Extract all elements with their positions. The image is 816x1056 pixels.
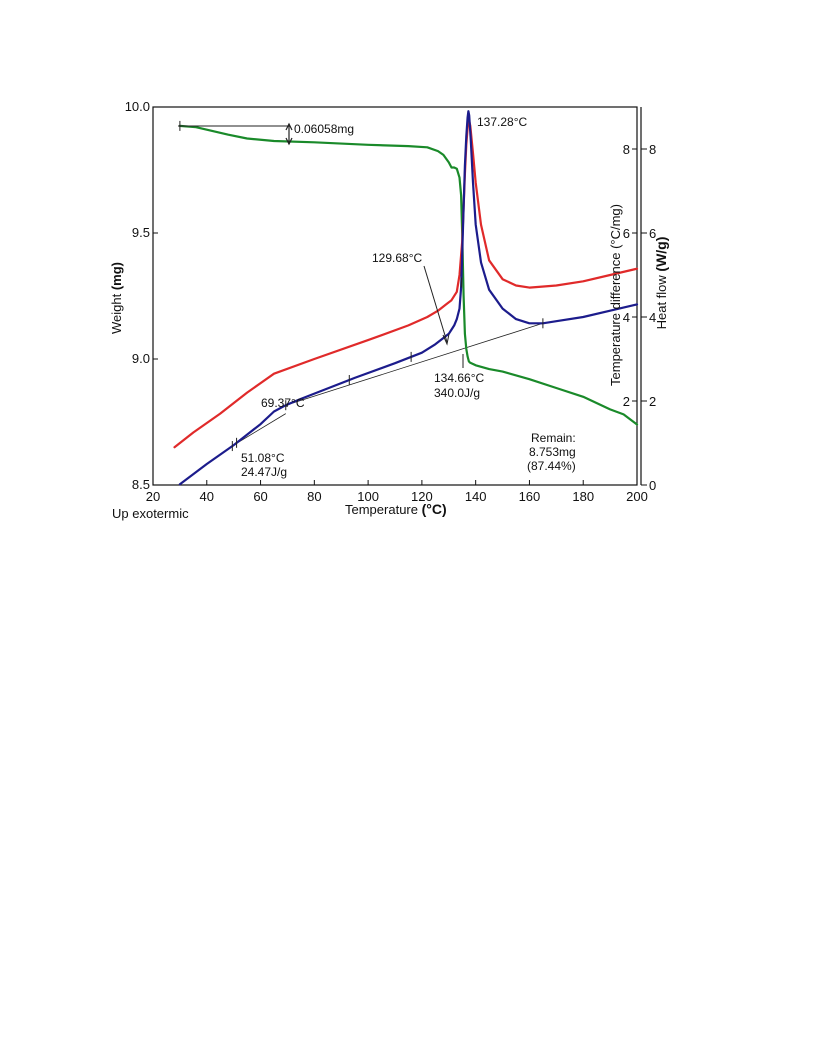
x-axis-label: Temperature (°C): [345, 501, 447, 517]
transition2-temp-label: 51.08°C: [241, 451, 285, 465]
y-right-outer-axis-unit: (W/g): [653, 237, 669, 272]
mass-loss-arrow-icon: [285, 122, 293, 146]
weight-curve: [178, 124, 639, 426]
y-right-outer-tick-label: 0: [649, 478, 656, 493]
y-right-inner-tick-label: 2: [623, 394, 630, 409]
y-left-tick-label: 10.0: [125, 99, 150, 114]
peak2-temp-label: 134.66°C: [434, 371, 485, 385]
transition2-enthalpy-label: 24.47J/g: [241, 465, 287, 479]
y-right-outer-axis-label: Heat flow (W/g): [653, 237, 669, 330]
y-right-outer-tick-label: 2: [649, 394, 656, 409]
x-tick-label: 140: [465, 489, 487, 504]
heat-flow-curve: [178, 110, 639, 486]
y-left-tick-label: 9.5: [132, 225, 150, 240]
y-left-axis-label: Weight (mg): [109, 262, 124, 334]
x-tick-label: 60: [253, 489, 267, 504]
y-left-tick-label: 8.5: [132, 477, 150, 492]
y-right-outer-tick-label: 8: [649, 142, 656, 157]
y-left-axis-unit: (mg): [109, 262, 124, 290]
y-right-inner-tick-label: 4: [623, 310, 630, 325]
x-tick-label: 200: [626, 489, 648, 504]
transition1-temp-label: 69.37°C: [261, 396, 305, 410]
y-right-outer-tick-label: 4: [649, 310, 656, 325]
remain-percent-label: (87.44%): [527, 459, 576, 473]
y-right-inner-axis-label: Temperature difference (°C/mg): [608, 204, 623, 386]
x-tick-label: 20: [146, 489, 160, 504]
y-right-inner-tick-label: 8: [623, 142, 630, 157]
x-tick-label: 120: [411, 489, 433, 504]
x-axis-unit: (°C): [422, 501, 447, 517]
x-tick-label: 160: [519, 489, 541, 504]
y-left-tick-label: 9.0: [132, 351, 150, 366]
x-tick-label: 40: [200, 489, 214, 504]
x-tick-label: 180: [572, 489, 594, 504]
y-right-inner-tick-label: 6: [623, 226, 630, 241]
temperature-difference-curve: [173, 118, 639, 449]
integration-baseline: [233, 413, 286, 446]
bottom-left-note: Up exotermic: [112, 506, 189, 521]
peak2-enthalpy-label: 340.0J/g: [434, 386, 480, 400]
remain-mass-label: 8.753mg: [529, 445, 576, 459]
onset-temp-label: 129.68°C: [372, 251, 423, 265]
onset-arrow-icon: [442, 333, 450, 346]
x-tick-label: 80: [307, 489, 321, 504]
y-right-outer-tick-label: 6: [649, 226, 656, 241]
integration-baseline: [285, 322, 544, 406]
remain-label: Remain:: [531, 431, 576, 445]
peak-temp-label: 137.28°C: [477, 115, 528, 129]
mass-loss-label: 0.06058mg: [294, 122, 354, 136]
x-tick-label: 100: [357, 489, 379, 504]
onset-leader: [423, 265, 448, 343]
plot-frame: [152, 106, 638, 486]
